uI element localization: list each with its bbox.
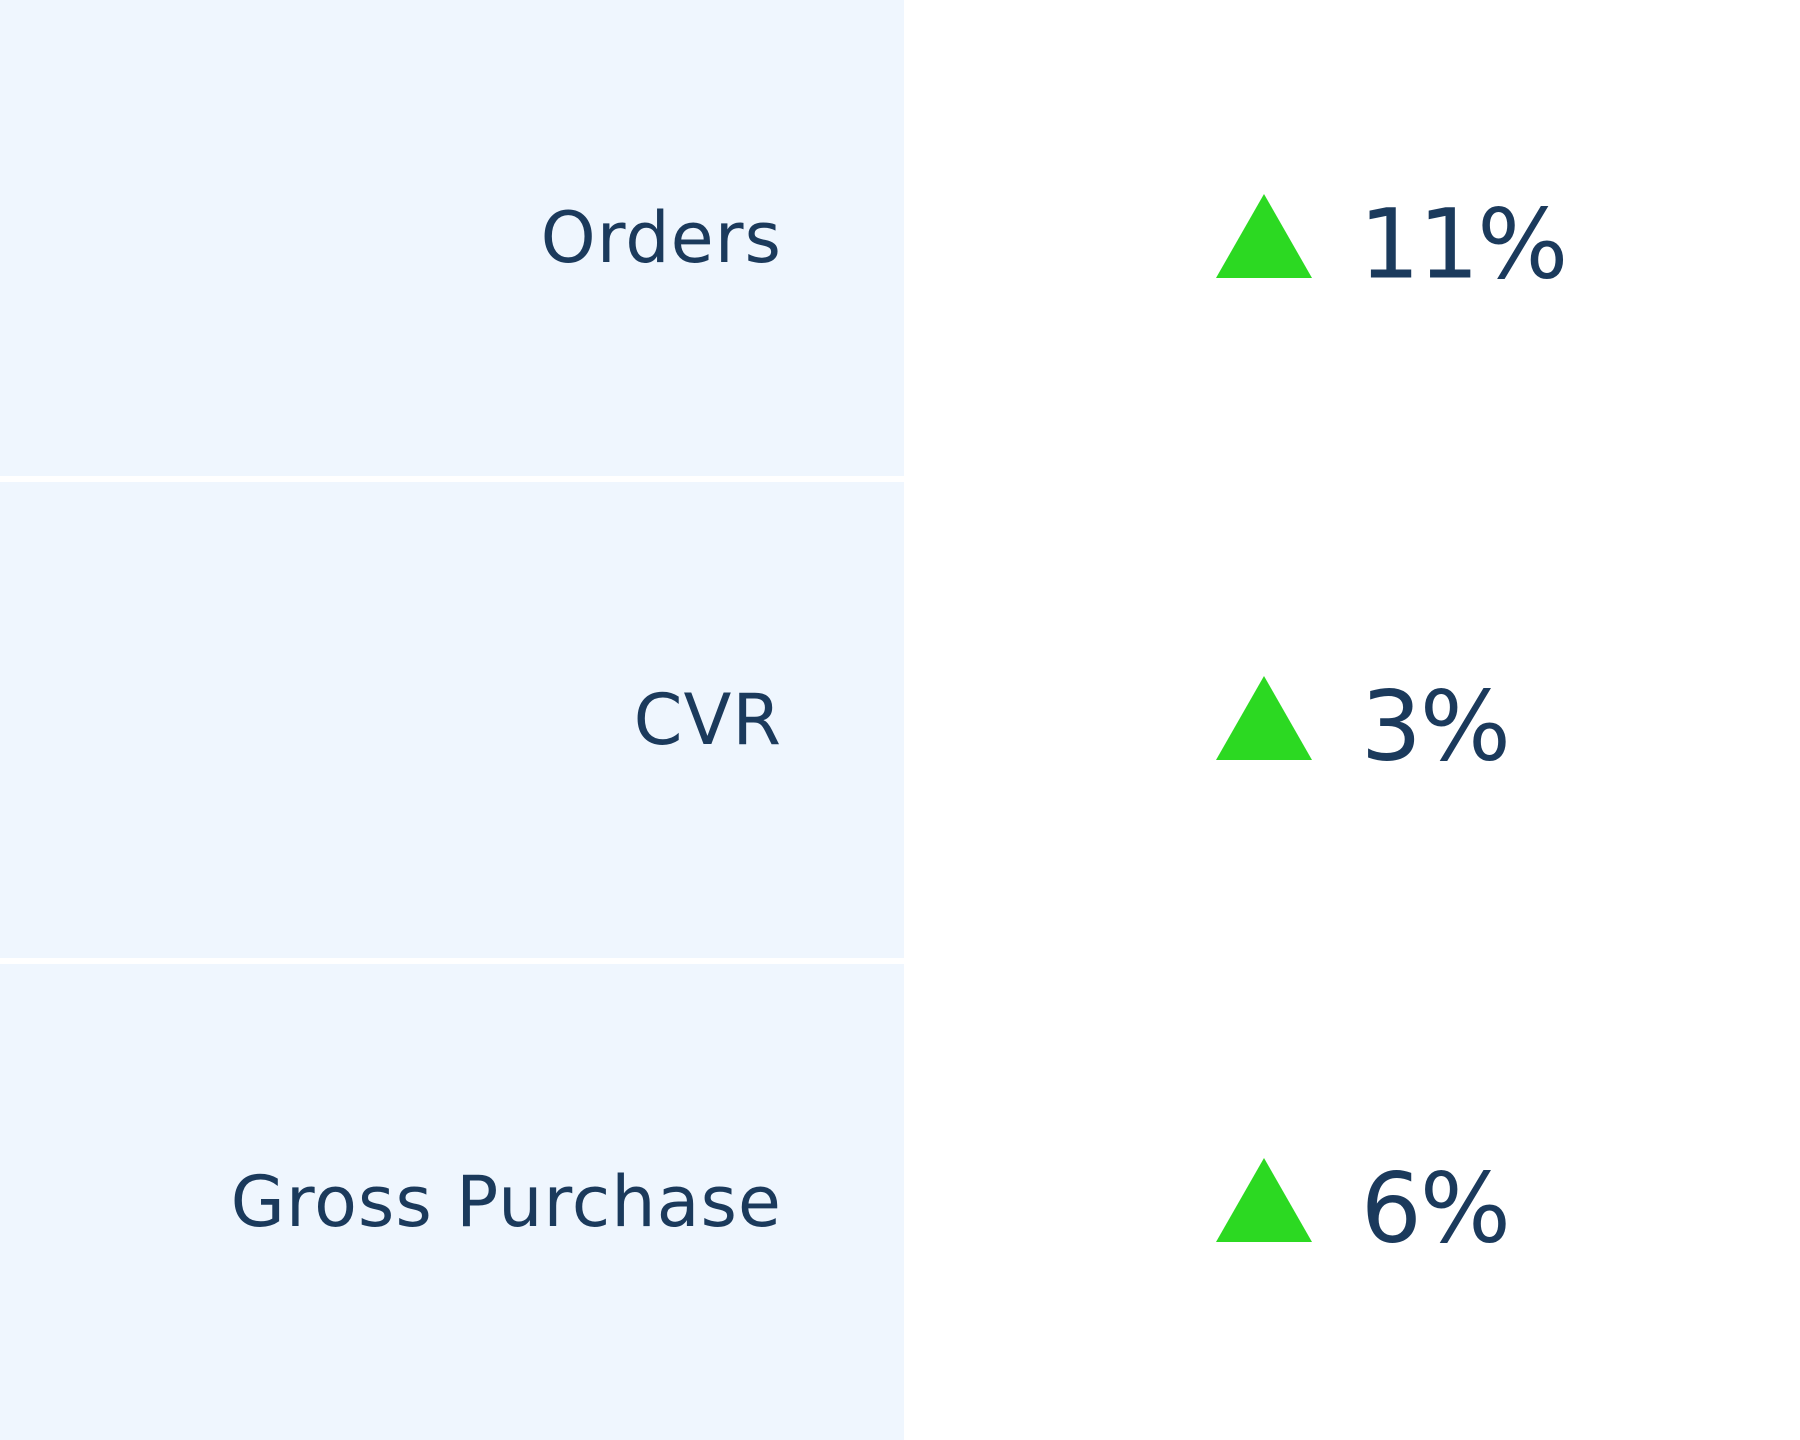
metric-value-cell: 3%: [904, 482, 1800, 958]
metric-value-cell: 11%: [904, 0, 1800, 476]
metric-change-value: 11%: [1359, 188, 1568, 301]
metric-label-cell: CVR: [0, 482, 904, 958]
metric-value-cell: 6%: [904, 964, 1800, 1440]
metric-row-gross-purchase: Gross Purchase 6%: [0, 964, 1800, 1440]
metric-row-cvr: CVR 3%: [0, 482, 1800, 958]
metric-label-cell: Gross Purchase: [0, 964, 904, 1440]
metric-change-value: 3%: [1360, 670, 1511, 783]
metric-label-cell: Orders: [0, 0, 904, 476]
triangle-up-icon: [1216, 194, 1312, 278]
metric-label: Gross Purchase: [230, 1161, 782, 1243]
metric-label: CVR: [633, 679, 782, 761]
metric-label: Orders: [540, 197, 782, 279]
metric-row-orders: Orders 11%: [0, 0, 1800, 476]
metric-change-value: 6%: [1360, 1152, 1511, 1265]
triangle-up-icon: [1216, 676, 1312, 760]
triangle-up-icon: [1216, 1158, 1312, 1242]
